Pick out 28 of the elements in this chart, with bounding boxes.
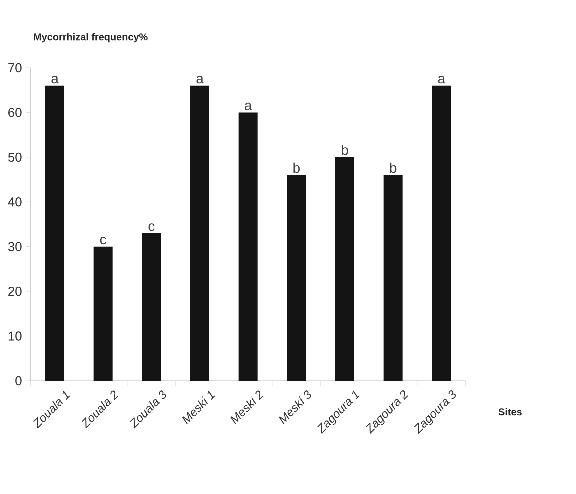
- bar: [46, 86, 65, 381]
- bar: [384, 175, 403, 381]
- y-tick-label: 0: [16, 376, 22, 386]
- bar: [190, 86, 210, 381]
- data-label: c: [148, 224, 155, 232]
- bar: [238, 112, 258, 381]
- data-label: a: [438, 76, 446, 84]
- data-label: b: [390, 162, 397, 174]
- y-tick-label: 50: [8, 152, 22, 162]
- y-tick-label: 40: [8, 198, 22, 207]
- bar: [432, 86, 452, 381]
- bar: [142, 233, 162, 381]
- data-label: a: [245, 102, 252, 111]
- y-axis-title: Mycorrhizal frequency%: [34, 33, 148, 43]
- data-label: a: [52, 76, 59, 84]
- y-tick-label: 70: [8, 63, 22, 73]
- y-tick-label: 20: [8, 286, 22, 296]
- data-label: b: [294, 162, 300, 174]
- bar: [287, 175, 306, 381]
- x-axis-title: Sites: [498, 408, 522, 416]
- bar: [94, 246, 113, 381]
- y-tick-label: 10: [8, 332, 22, 341]
- data-label: b: [342, 144, 348, 156]
- data-label: a: [196, 76, 204, 84]
- y-tick-label: 30: [8, 242, 22, 252]
- data-label: c: [100, 236, 106, 245]
- y-tick-label: 60: [8, 108, 22, 118]
- bar: [336, 157, 355, 381]
